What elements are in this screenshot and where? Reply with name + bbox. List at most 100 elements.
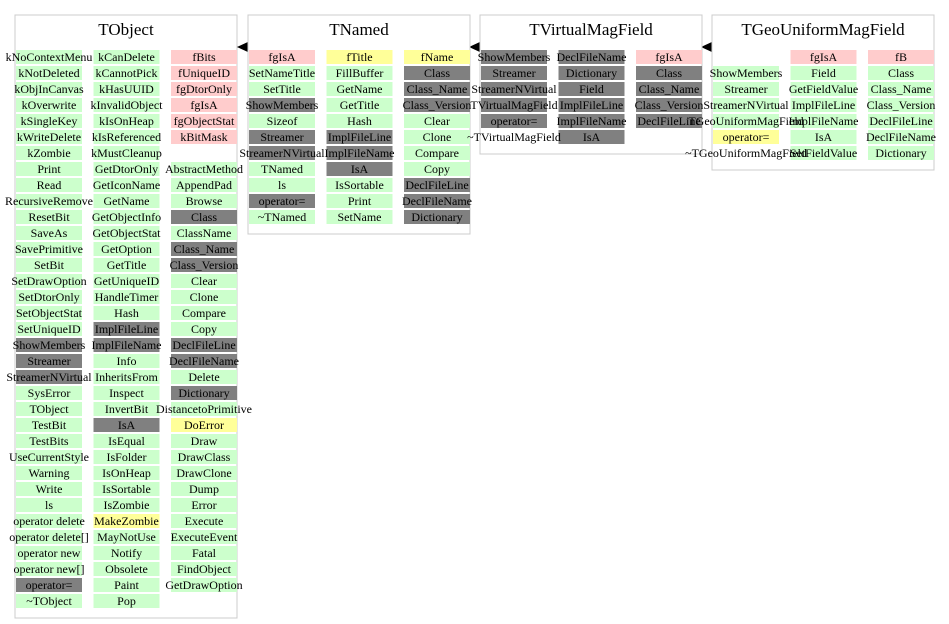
member-name: ImplFileLine bbox=[328, 130, 391, 144]
member-cell bbox=[93, 146, 160, 160]
member-cell bbox=[16, 466, 82, 480]
member-cell bbox=[16, 386, 82, 400]
member-cell bbox=[868, 98, 934, 112]
member-name: DeclFileLine bbox=[405, 178, 468, 192]
member-cell bbox=[636, 114, 702, 128]
member-cell bbox=[93, 210, 160, 224]
member-cell bbox=[558, 130, 625, 144]
member-cell bbox=[16, 290, 82, 304]
member-name: operator= bbox=[723, 130, 770, 144]
member-name: Streamer bbox=[724, 82, 767, 96]
member-name: Sizeof bbox=[267, 114, 298, 128]
member-name: Info bbox=[117, 354, 137, 368]
member-name: DrawClone bbox=[176, 466, 231, 480]
member-name: kNoContextMenu bbox=[6, 50, 93, 64]
member-cell bbox=[16, 338, 82, 352]
member-cell bbox=[93, 418, 160, 432]
member-name: GetTitle bbox=[340, 98, 380, 112]
member-cell bbox=[326, 114, 393, 128]
member-name: fgIsA bbox=[810, 50, 838, 64]
member-cell bbox=[16, 498, 82, 512]
member-name: fgObjectStat bbox=[174, 114, 235, 128]
member-cell bbox=[171, 498, 237, 512]
member-name: Dictionary bbox=[411, 210, 462, 224]
member-name: ls bbox=[278, 178, 286, 192]
member-cell bbox=[404, 210, 470, 224]
member-name: StreamerNVirtual bbox=[239, 146, 325, 160]
member-cell bbox=[16, 242, 82, 256]
member-name: SetDrawOption bbox=[11, 274, 86, 288]
member-cell bbox=[16, 450, 82, 464]
member-cell bbox=[93, 274, 160, 288]
member-cell bbox=[93, 386, 160, 400]
member-cell bbox=[249, 50, 315, 64]
member-name: SetBit bbox=[34, 258, 65, 272]
member-name: IsA bbox=[351, 162, 369, 176]
member-cell bbox=[868, 146, 934, 160]
member-cell bbox=[171, 274, 237, 288]
member-cell bbox=[558, 114, 625, 128]
member-cell bbox=[558, 66, 625, 80]
member-name: AppendPad bbox=[176, 178, 232, 192]
member-name: kWriteDelete bbox=[17, 130, 81, 144]
member-name: DrawClass bbox=[178, 450, 231, 464]
member-name: GetObjectInfo bbox=[92, 210, 161, 224]
member-cell bbox=[93, 482, 160, 496]
member-name: fB bbox=[895, 50, 907, 64]
member-name: operator delete[] bbox=[9, 530, 89, 544]
member-name: DeclFileLine bbox=[637, 114, 700, 128]
member-name: GetObjectStat bbox=[93, 226, 162, 240]
member-cell bbox=[249, 194, 315, 208]
member-cell bbox=[868, 114, 934, 128]
member-name: fUniqueID bbox=[178, 66, 230, 80]
member-name: ImplFileName bbox=[557, 114, 627, 128]
member-name: Class bbox=[888, 66, 914, 80]
member-name: GetName bbox=[337, 82, 383, 96]
member-cell bbox=[326, 162, 393, 176]
member-name: DeclFileLine bbox=[869, 114, 932, 128]
member-name: Inspect bbox=[109, 386, 144, 400]
member-cell bbox=[171, 322, 237, 336]
member-name: kMustCleanup bbox=[91, 146, 162, 160]
member-name: IsZombie bbox=[104, 498, 150, 512]
member-cell bbox=[404, 178, 470, 192]
member-cell bbox=[16, 578, 82, 592]
member-cell bbox=[171, 338, 237, 352]
member-cell bbox=[93, 514, 160, 528]
member-cell bbox=[713, 66, 779, 80]
member-name: DeclFileLine bbox=[172, 338, 235, 352]
member-name: SetNameTitle bbox=[249, 66, 315, 80]
member-name: kObjInCanvas bbox=[14, 82, 84, 96]
member-name: Class_Name bbox=[407, 82, 468, 96]
member-name: Print bbox=[348, 194, 372, 208]
member-name: SetFieldValue bbox=[790, 146, 857, 160]
member-name: ls bbox=[45, 498, 53, 512]
member-cell bbox=[326, 50, 393, 64]
member-name: StreamerNVirtual bbox=[703, 98, 789, 112]
member-name: ImplFileName bbox=[325, 146, 395, 160]
class-box: TVirtualMagField ShowMembers Streamer Strea… bbox=[467, 14, 703, 155]
member-name: SetObjectStat bbox=[16, 306, 83, 320]
member-cell bbox=[93, 306, 160, 320]
member-cell bbox=[93, 114, 160, 128]
member-name: DeclFileName bbox=[866, 130, 936, 144]
member-name: IsOnHeap bbox=[102, 466, 151, 480]
member-name: Class_Version bbox=[170, 258, 239, 272]
member-cell bbox=[171, 194, 237, 208]
member-cell bbox=[404, 66, 470, 80]
class-title: TNamed bbox=[329, 20, 389, 39]
member-name: Execute bbox=[185, 514, 224, 528]
member-cell bbox=[171, 402, 237, 416]
member-name: SetName bbox=[338, 210, 382, 224]
member-cell bbox=[16, 98, 82, 112]
member-cell bbox=[326, 146, 393, 160]
member-name: Dictionary bbox=[566, 66, 617, 80]
member-cell bbox=[93, 354, 160, 368]
member-cell bbox=[326, 66, 393, 80]
member-cell bbox=[868, 130, 934, 144]
member-name: Class_Name bbox=[639, 82, 700, 96]
member-cell bbox=[171, 290, 237, 304]
member-name: GetTitle bbox=[107, 258, 147, 272]
member-name: SavePrimitive bbox=[15, 242, 83, 256]
member-cell bbox=[404, 114, 470, 128]
